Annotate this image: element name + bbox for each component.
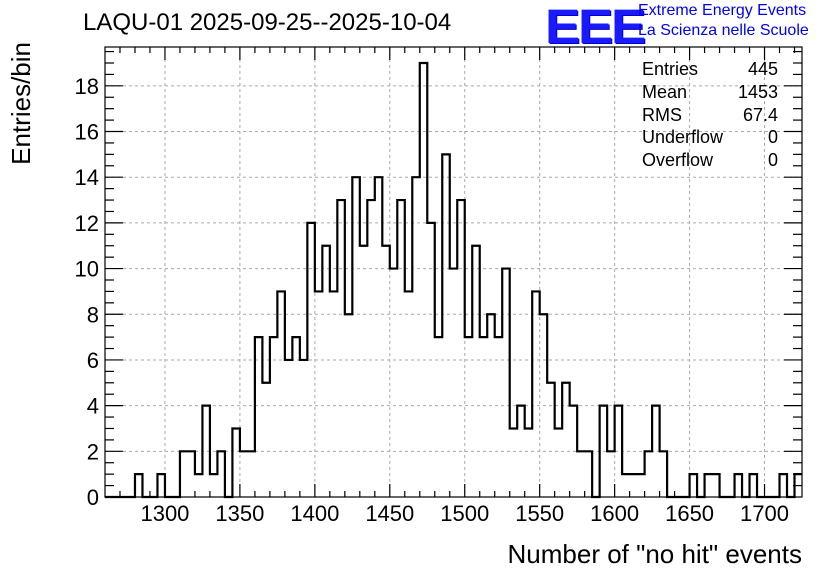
- chart-title: LAQU-01 2025-09-25--2025-10-04: [83, 9, 452, 36]
- x-axis-tick-labels: 1300 1350 1400 1450 1500 1550 1600 1650 1700: [140, 501, 789, 526]
- logo-tagline-1: Extreme Energy Events: [638, 2, 807, 19]
- stats-label: Underflow: [642, 127, 724, 148]
- x-tick-label: 1700: [740, 501, 789, 526]
- y-tick-label: 16: [75, 120, 99, 145]
- x-tick-label: 1300: [140, 501, 189, 526]
- stats-row-entries: Entries 445: [642, 58, 778, 81]
- stats-value: 67.4: [742, 104, 778, 125]
- stats-row-overflow: Overflow 0: [642, 149, 778, 172]
- y-tick-label: 0: [87, 485, 99, 510]
- y-axis-ticks: [105, 50, 802, 487]
- x-tick-label: 1650: [665, 501, 714, 526]
- logo-tagline-2: La Scienza nelle Scuole: [638, 22, 809, 39]
- y-axis-tick-labels: 0 2 4 6 8 10 12 14 16 18: [75, 74, 99, 510]
- stats-label: Entries: [642, 59, 699, 79]
- stats-value: 1453: [737, 81, 778, 102]
- plot-frame: [104, 46, 803, 498]
- y-tick-label: 6: [87, 348, 99, 373]
- stats-value: 0: [767, 150, 778, 171]
- stats-label: Mean: [642, 81, 688, 102]
- eee-logo: EEE Extreme Energy Events La Scienza nel…: [545, 0, 835, 54]
- y-tick-label: 2: [87, 439, 99, 464]
- stats-label: Overflow: [642, 150, 714, 171]
- y-tick-label: 14: [75, 165, 99, 190]
- x-tick-label: 1500: [440, 501, 489, 526]
- y-tick-label: 4: [87, 394, 99, 419]
- stats-value: 445: [747, 59, 778, 79]
- y-tick-label: 18: [75, 74, 99, 99]
- stats-value: 0: [767, 127, 778, 148]
- y-axis-label: Entries/bin: [6, 42, 36, 165]
- stats-box: Entries 445 Mean 1453 RMS 67.4 Underflow 0 O…: [642, 58, 778, 172]
- y-tick-label: 10: [75, 257, 99, 282]
- x-tick-label: 1550: [515, 501, 564, 526]
- x-axis-label: Number of "no hit" events: [508, 539, 803, 569]
- x-axis-ticks: [119, 47, 796, 497]
- x-tick-label: 1600: [590, 501, 639, 526]
- stats-row-underflow: Underflow 0: [642, 126, 778, 149]
- x-tick-label: 1400: [290, 501, 339, 526]
- y-tick-label: 12: [75, 211, 99, 236]
- stats-row-rms: RMS 67.4: [642, 104, 778, 127]
- x-tick-label: 1350: [215, 501, 264, 526]
- stats-label: RMS: [642, 104, 682, 125]
- stats-row-mean: Mean 1453: [642, 81, 778, 104]
- eee-logo-mark: EEE: [545, 1, 646, 54]
- y-tick-label: 8: [87, 302, 99, 327]
- x-tick-label: 1450: [365, 501, 414, 526]
- grid-lines: [105, 47, 802, 497]
